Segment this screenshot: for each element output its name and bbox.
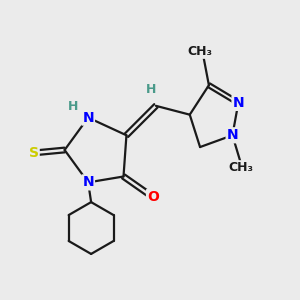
Text: CH₃: CH₃ (229, 161, 254, 174)
Text: N: N (232, 96, 244, 110)
Text: S: S (29, 146, 39, 160)
Text: N: N (226, 128, 238, 142)
Text: H: H (146, 83, 157, 96)
Text: O: O (147, 190, 159, 204)
Text: CH₃: CH₃ (188, 45, 213, 58)
Text: N: N (82, 176, 94, 189)
Text: N: N (82, 111, 94, 124)
Text: H: H (68, 100, 78, 113)
